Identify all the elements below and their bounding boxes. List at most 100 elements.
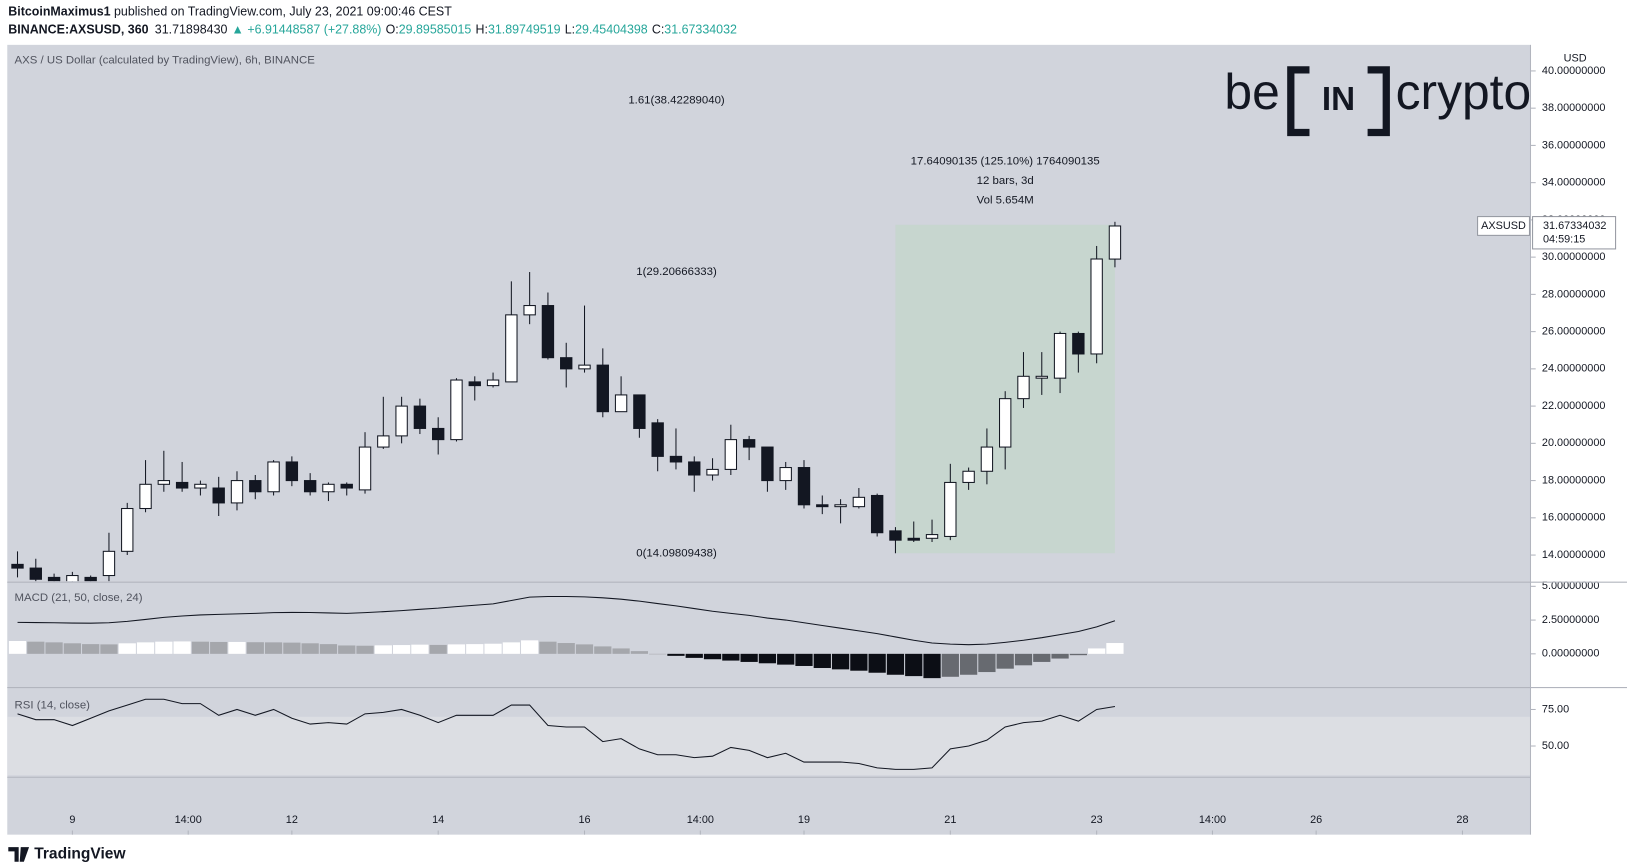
candle-body bbox=[925, 534, 939, 539]
candle-body bbox=[66, 575, 79, 582]
histogram-bar bbox=[374, 645, 392, 654]
histogram-bar bbox=[210, 641, 228, 654]
histogram-bar bbox=[868, 653, 886, 673]
histogram-bar bbox=[1106, 643, 1124, 654]
candle-body bbox=[779, 467, 792, 482]
histogram-bar bbox=[191, 641, 210, 654]
candle-body bbox=[706, 468, 719, 476]
candle-body bbox=[633, 394, 646, 429]
x-tick-label: 14:00 bbox=[1199, 814, 1226, 826]
x-tick-label: 14:00 bbox=[687, 814, 714, 826]
candle-body bbox=[285, 461, 299, 482]
histogram-bar bbox=[301, 643, 319, 654]
ohlc-label: L: bbox=[565, 23, 575, 37]
histogram-bar bbox=[100, 644, 118, 654]
y-tick-label: 2.50000000 bbox=[1542, 614, 1599, 626]
candle-body bbox=[578, 364, 591, 370]
candle-body bbox=[651, 422, 664, 457]
histogram-bar bbox=[319, 644, 338, 654]
fib-label: 0(14.09809438) bbox=[636, 547, 717, 559]
candle-body bbox=[1072, 332, 1085, 355]
chart-title: AXS / US Dollar (calculated by TradingVi… bbox=[15, 55, 316, 67]
histogram-bar bbox=[8, 641, 27, 654]
ohlc-value: 29.89585015 bbox=[399, 23, 472, 37]
rsi-line bbox=[17, 698, 1116, 770]
price-tag-symbol: AXSUSD bbox=[1481, 220, 1526, 232]
histogram-bar bbox=[959, 653, 978, 675]
ohlc-label: C: bbox=[652, 23, 664, 37]
histogram-bar bbox=[831, 653, 850, 670]
y-tick-label: 28.00000000 bbox=[1542, 288, 1606, 300]
y-tick-label: 16.00000000 bbox=[1542, 512, 1606, 524]
fib-label: 1.61(38.42289040) bbox=[628, 94, 725, 106]
ohlc-value: 31.89749519 bbox=[488, 23, 561, 37]
x-tick-label: 26 bbox=[1310, 814, 1322, 826]
candle-body bbox=[249, 480, 262, 493]
candle-body bbox=[560, 357, 573, 370]
histogram-bar bbox=[813, 653, 831, 669]
histogram-bar bbox=[356, 645, 374, 654]
candle-body bbox=[468, 381, 481, 387]
y-tick-label: 20.00000000 bbox=[1542, 437, 1606, 449]
candle-body bbox=[322, 483, 335, 493]
ohlc-label: H: bbox=[476, 23, 488, 37]
pane bbox=[8, 595, 1124, 679]
candle-body bbox=[688, 461, 701, 476]
histogram-bar bbox=[264, 642, 283, 654]
x-tick-label: 21 bbox=[944, 814, 956, 826]
published: published on TradingView.com, July 23, 2… bbox=[111, 5, 453, 19]
histogram-bar bbox=[722, 653, 740, 661]
candle-body bbox=[175, 481, 189, 489]
candle-body bbox=[523, 305, 536, 316]
histogram-bar bbox=[429, 644, 447, 654]
last: 31.71898430 bbox=[155, 23, 228, 37]
candle-body bbox=[505, 314, 518, 383]
histogram-bar bbox=[173, 641, 191, 654]
candle-body bbox=[1053, 332, 1067, 379]
pane: 17.64090135 (125.10%) 1764090135 12 bars,… bbox=[11, 94, 1122, 582]
footer-brand: TradingView bbox=[34, 846, 126, 863]
change: ▲ +6.91448587 (+27.88%) bbox=[232, 23, 382, 37]
histogram-bar bbox=[338, 645, 356, 654]
price-tag-countdown: 04:59:15 bbox=[1543, 233, 1585, 245]
x-tick-label: 14:00 bbox=[175, 814, 202, 826]
candle-body bbox=[395, 405, 408, 437]
histogram-bar bbox=[575, 644, 594, 654]
publisher: BitcoinMaximus1 bbox=[8, 5, 110, 19]
histogram-bar bbox=[594, 646, 612, 654]
histogram-bar bbox=[886, 653, 905, 675]
y-tick-label: 50.00 bbox=[1542, 740, 1569, 752]
histogram-bar bbox=[27, 641, 45, 654]
candle-body bbox=[889, 530, 902, 541]
logo-brackets bbox=[1287, 66, 1390, 137]
candle-body bbox=[724, 439, 738, 470]
histogram-bar bbox=[82, 644, 100, 654]
price-tag-value: 31.67334032 bbox=[1543, 220, 1607, 232]
price-scale bbox=[1530, 44, 1627, 835]
y-tick-label: 30.00000000 bbox=[1542, 251, 1606, 263]
candle-body bbox=[450, 379, 463, 441]
histogram-bar bbox=[1088, 648, 1106, 654]
indicator-title: RSI (14, close) bbox=[15, 699, 91, 711]
y-tick-label: 14.00000000 bbox=[1542, 549, 1606, 561]
candle-body bbox=[614, 394, 628, 413]
candle-body bbox=[358, 446, 372, 491]
candle-body bbox=[596, 364, 609, 413]
y-tick-label: 22.00000000 bbox=[1542, 400, 1606, 412]
histogram-bar bbox=[1069, 653, 1087, 656]
measure-label: Vol 5.654M bbox=[977, 194, 1034, 206]
plot-background bbox=[7, 44, 1531, 835]
candle-body bbox=[742, 439, 756, 448]
histogram-bar bbox=[118, 643, 136, 654]
ohlc-label: O: bbox=[386, 23, 399, 37]
indicator-title: MACD (21, 50, close, 24) bbox=[15, 592, 143, 604]
candle-body bbox=[486, 379, 500, 387]
histogram-bar bbox=[484, 643, 502, 654]
histogram-bar bbox=[539, 641, 557, 654]
logo-text: crypto bbox=[1396, 64, 1532, 120]
candle-body bbox=[11, 563, 24, 569]
footer-icon bbox=[8, 847, 30, 862]
logo: be IN crypto bbox=[1224, 64, 1532, 137]
candle-body bbox=[212, 487, 225, 504]
histogram-bar bbox=[996, 653, 1014, 669]
